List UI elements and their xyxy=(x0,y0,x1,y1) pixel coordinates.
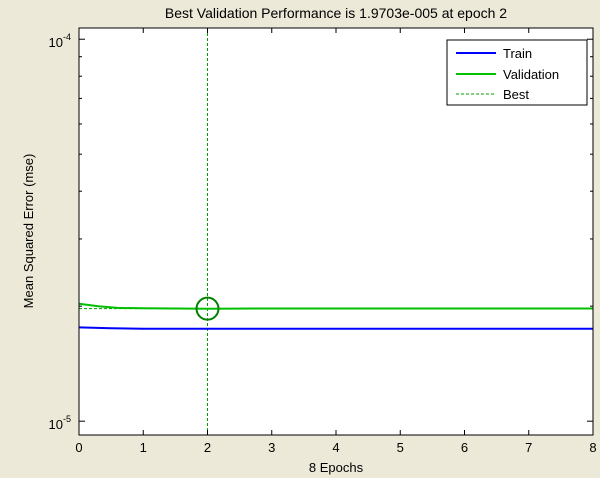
x-tick-label: 7 xyxy=(525,440,532,455)
legend-label-validation: Validation xyxy=(503,67,559,82)
x-tick-label: 4 xyxy=(332,440,339,455)
y-tick-label: 10-4 xyxy=(49,32,71,50)
x-tick-label: 0 xyxy=(75,440,82,455)
series-line-validation xyxy=(78,302,593,310)
chart-title: Best Validation Performance is 1.9703e-0… xyxy=(165,5,507,21)
plot-frame xyxy=(78,27,594,436)
series-line-train xyxy=(78,326,593,330)
x-tick-label: 6 xyxy=(461,440,468,455)
legend-box xyxy=(446,39,588,106)
legend: Train Validation Best xyxy=(446,39,588,106)
y-tick-label: 10-5 xyxy=(49,414,71,432)
x-axis-label: 8 Epochs xyxy=(309,460,364,475)
legend-label-best: Best xyxy=(503,87,529,102)
best-point-marker xyxy=(195,296,220,321)
x-tick-label: 3 xyxy=(268,440,275,455)
x-tick-label: 8 xyxy=(589,440,596,455)
y-axis-label: Mean Squared Error (mse) xyxy=(21,154,36,309)
x-tick-label: 5 xyxy=(397,440,404,455)
legend-label-train: Train xyxy=(503,46,532,61)
x-tick-label: 2 xyxy=(204,440,211,455)
x-tick-label: 1 xyxy=(140,440,147,455)
